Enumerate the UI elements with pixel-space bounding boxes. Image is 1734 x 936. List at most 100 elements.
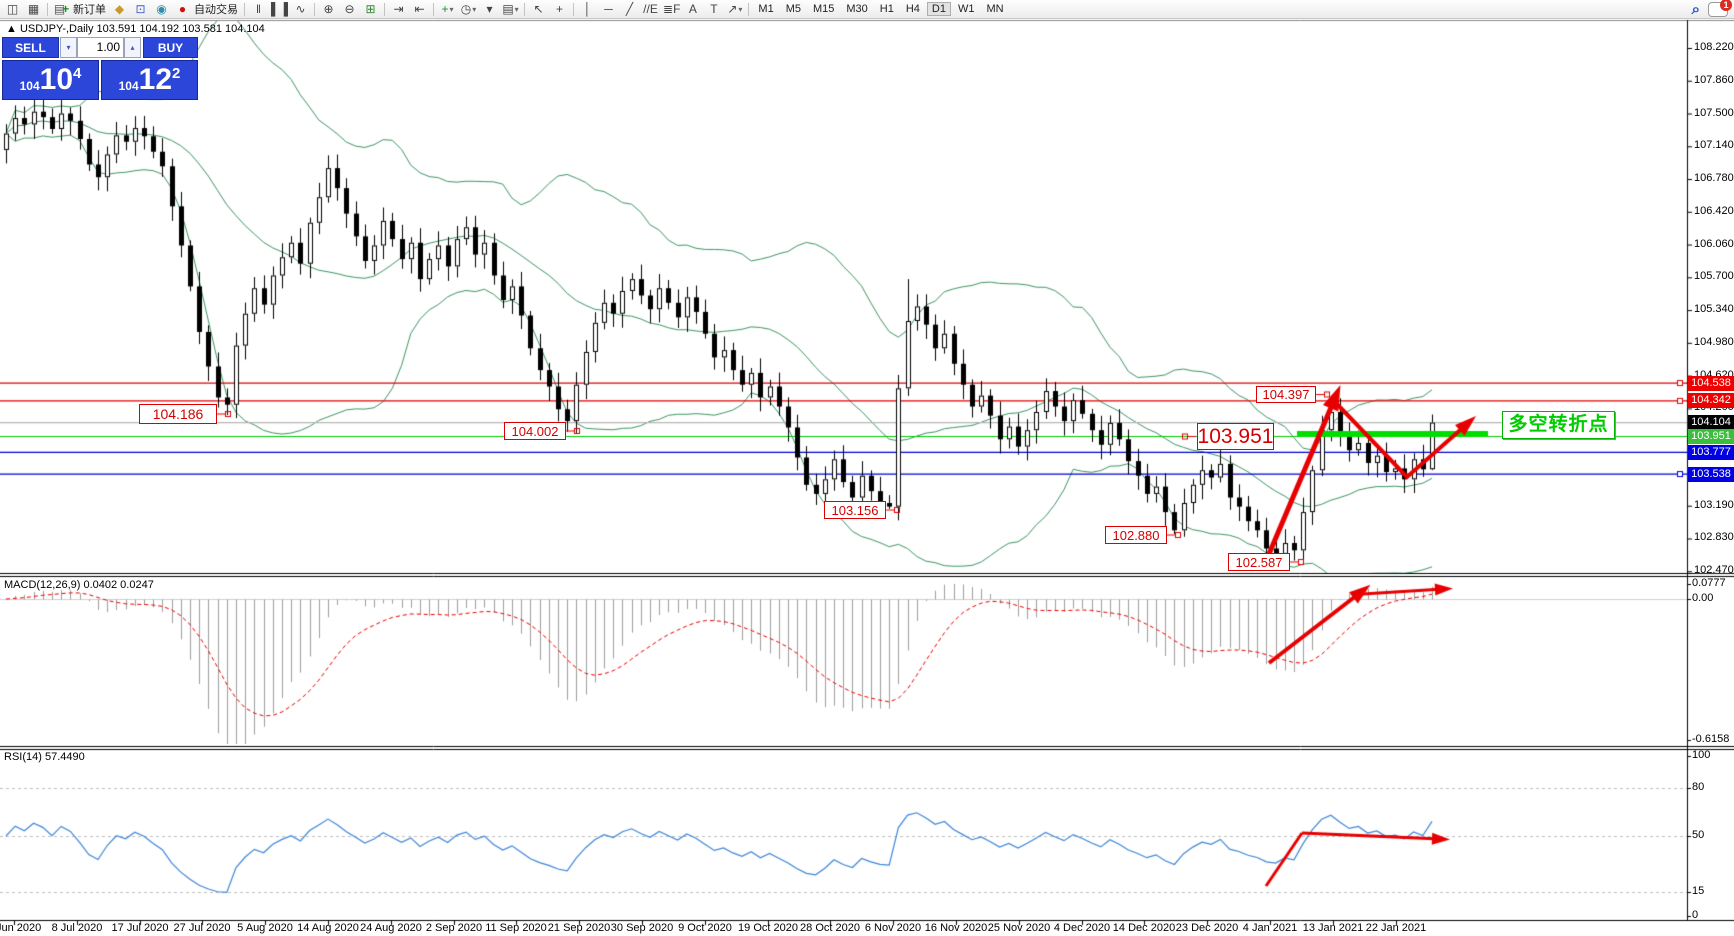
signals-icon[interactable]: ◉ [156,2,167,16]
date-axis-label: 24 Aug 2020 [360,922,422,934]
candlestick-icon[interactable]: ▌▐ [271,2,289,16]
text-label-icon[interactable]: T [710,2,718,16]
toolbar-separator [384,2,386,16]
timeframe-h4[interactable]: H4 [905,3,920,15]
rsi-axis-tick: 80 [1692,781,1705,793]
buy-button[interactable]: BUY [143,37,198,58]
timeframe-h1[interactable]: H1 [879,3,894,15]
date-axis-label: 4 Dec 2020 [1053,922,1111,934]
date-axis-label: 4 Jan 2021 [1242,922,1298,934]
annotation-label[interactable]: 102.880 [1105,526,1167,544]
price-axis-tick: 107.860 [1694,73,1734,86]
chevron-down-icon[interactable]: ▾ [738,4,743,14]
date-axis-label: 30 Sep 2020 [610,922,674,934]
bar-chart-icon[interactable]: ‖ [256,2,261,16]
date-axis-label: 21 Sep 2020 [547,922,611,934]
date-axis-label: 16 Nov 2020 [924,922,988,934]
annotation-label[interactable]: 103.951 [1197,423,1274,450]
chevron-down-icon[interactable]: ▾ [449,4,454,14]
cursor-icon[interactable]: ↖ [533,2,544,16]
zoom-in-icon[interactable]: ⊕ [323,2,334,16]
chart-window-icon[interactable]: ◫ [6,2,19,16]
amount-field[interactable]: 1.00 [77,37,124,58]
timeframe-m1[interactable]: M1 [758,3,774,15]
annotation-label[interactable]: 104.186 [139,404,217,424]
price-axis-tick: 103.190 [1694,498,1734,511]
timeframe-m15[interactable]: M15 [812,3,835,15]
equidistant-channel-icon[interactable]: //E [643,2,658,16]
vertical-line-icon[interactable]: │ [583,2,592,16]
date-axis-label: 25 Nov 2020 [987,922,1051,934]
timeframe-mn[interactable]: MN [986,3,1004,15]
annotation-label[interactable]: 103.156 [824,501,886,519]
timeframe-d1[interactable]: D1 [926,2,951,16]
date-axis-label: 14 Aug 2020 [297,922,359,934]
macd-axis-tick: -0.6158 [1692,733,1730,745]
crosshair-icon[interactable]: + [556,2,564,16]
sell-price-display[interactable]: 104 10 4 [2,60,99,100]
chat-bubble-icon[interactable]: 1 [1708,0,1732,17]
search-icon[interactable]: ⌕ [1691,1,1700,18]
auto-scroll-icon[interactable]: ⇥ [393,2,404,16]
date-axis-label: 14 Dec 2020 [1112,922,1176,934]
date-axis-label: 8 Jul 2020 [51,922,103,934]
indicator-windows-icon[interactable]: ▤ ▾ [502,2,519,16]
sell-price-big: 10 [39,63,74,96]
fibonacci-icon[interactable]: ≣F [663,2,681,16]
sell-button[interactable]: SELL [2,37,59,58]
price-axis-tick: 107.500 [1694,106,1734,119]
amount-up-button[interactable]: ▴ [124,37,141,58]
templates-icon[interactable]: ▾ [486,2,493,16]
periods-icon[interactable]: ◷ ▾ [460,2,477,16]
zoom-out-icon[interactable]: ⊖ [344,2,355,16]
timeframe-w1[interactable]: W1 [957,3,975,15]
paint-bucket-icon[interactable]: ◆ [114,2,125,16]
chevron-down-icon[interactable]: ▾ [472,4,477,14]
new-order-button[interactable]: ▤ + [52,2,71,17]
price-axis-tick: 107.140 [1694,139,1734,152]
symbol-info: ▲ USDJPY-,Daily 103.591 104.192 103.581 … [6,23,265,35]
rsi-label: RSI(14) 57.4490 [4,751,85,763]
horizontal-line-icon[interactable]: ─ [604,2,613,16]
line-chart-icon[interactable]: ∿ [295,2,306,16]
buy-price-big: 12 [138,63,173,96]
date-axis-label: 22 Jan 2021 [1365,922,1427,934]
annotation-label[interactable]: 104.397 [1256,386,1316,403]
timeframe-m5[interactable]: M5 [785,3,801,15]
chart-shift-icon[interactable]: ⇤ [414,2,425,16]
toolbar-separator [433,2,435,16]
buy-price-display[interactable]: 104 12 2 [101,60,198,100]
autotrading-icon: ● [178,2,187,16]
trendline-icon[interactable]: ╱ [625,2,634,16]
timeframe-bar: M1 M5 M15 M30 H1 H4 D1 W1 MN [752,2,1009,16]
annotation-label[interactable]: 102.587 [1228,553,1290,571]
price-axis-tick: 106.060 [1694,237,1734,250]
profiles-icon[interactable]: ▦ [27,2,40,16]
turning-point-note[interactable]: 多空转折点 [1502,411,1615,439]
timeframe-m30[interactable]: M30 [846,3,868,15]
toolbar-separator [314,2,316,16]
toolbar: ◫ ▦ ▤ + 新订单 ◆ ⊡ ◉ ● 自动交易 ‖ ▌▐ ∿ ⊕ ⊖ ⊞ ⇥ ⇤ + ▾ ◷ ▾ ▾ ▤ ▾ ↖ +… [0,0,1734,19]
notification-badge: 1 [1720,0,1732,11]
date-axis-label: 11 Sep 2020 [485,922,547,934]
autotrading-button[interactable]: ● [173,2,192,17]
date-axis-label: 17 Jul 2020 [111,922,169,934]
date-axis-label: 6 Nov 2020 [864,922,922,934]
text-icon[interactable]: A [688,2,697,16]
tile-windows-icon[interactable]: ⊞ [365,2,376,16]
indicators-icon[interactable]: + ▾ [441,2,454,16]
arrows-tool-icon[interactable]: ↗ ▾ [727,2,743,16]
date-axis-label: 5 Aug 2020 [237,922,293,934]
autotrading-label[interactable]: 自动交易 [194,4,238,16]
new-order-label[interactable]: 新订单 [73,4,106,16]
expert-advisors-icon[interactable]: ⊡ [135,2,146,16]
price-axis-tick: 102.470 [1694,564,1734,577]
amount-down-button[interactable]: ▾ [60,37,77,58]
rsi-axis-tick: 15 [1692,885,1705,897]
chevron-down-icon[interactable]: ▾ [514,4,519,14]
date-axis-label: 9 Jun 2020 [0,922,42,934]
price-badge: 104.538 [1688,376,1734,391]
annotation-label[interactable]: 104.002 [504,422,566,440]
plus-icon: + [62,2,70,16]
